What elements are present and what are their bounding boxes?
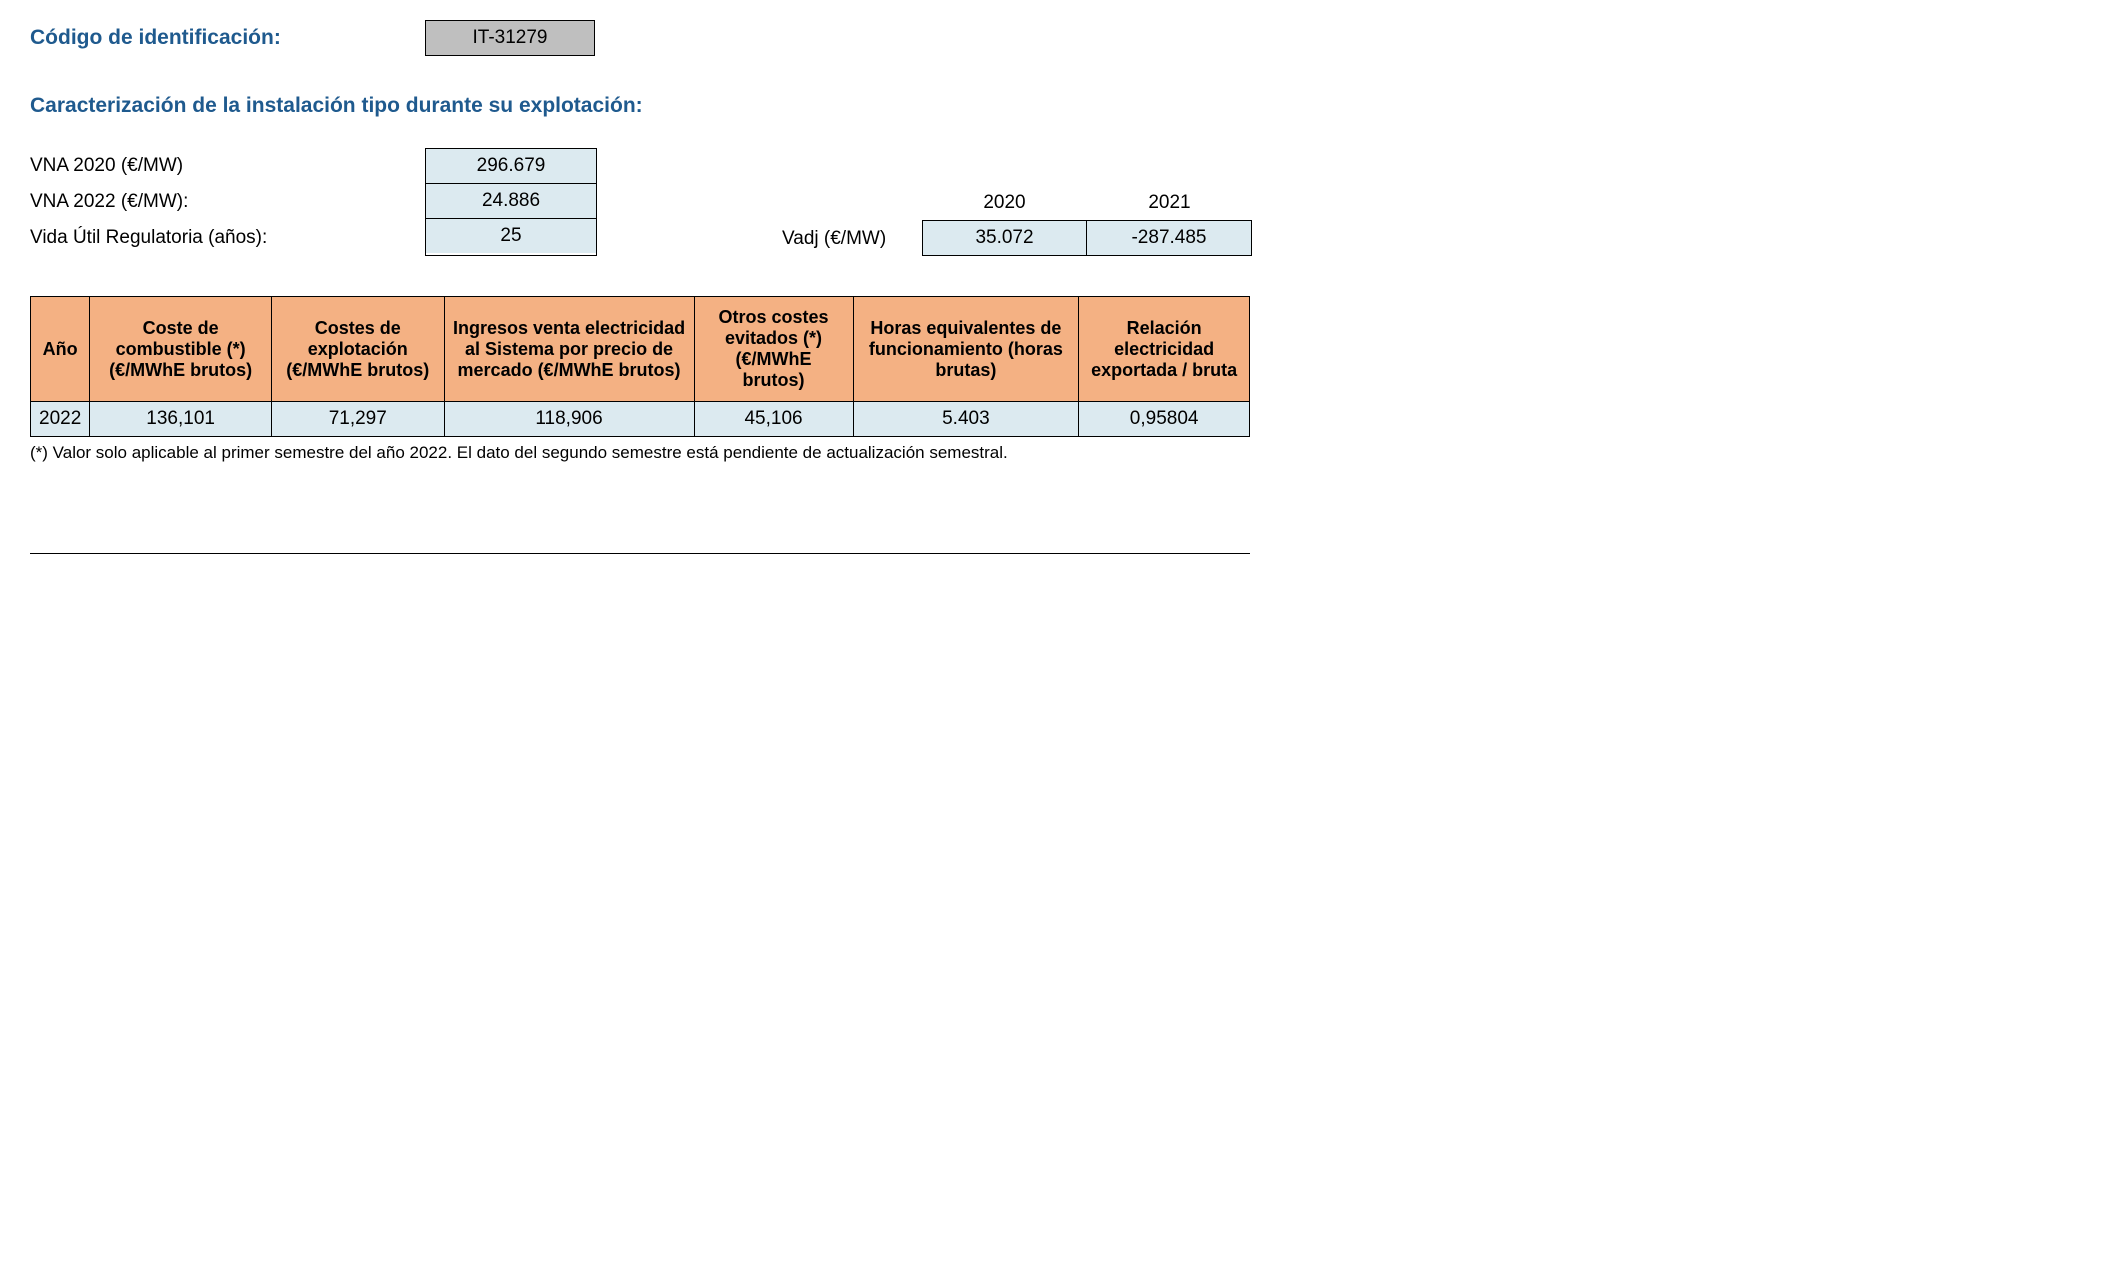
vadj-col-2020: 2020 35.072 <box>922 186 1087 256</box>
cell-export-ratio: 0,95804 <box>1079 402 1250 437</box>
param-label-vida-util: Vida Útil Regulatoria (años): <box>30 220 425 256</box>
vadj-col-2021: 2021 -287.485 <box>1087 186 1252 256</box>
vadj-year-2021: 2021 <box>1087 186 1252 220</box>
cell-year: 2022 <box>31 402 90 437</box>
vadj-value-2021: -287.485 <box>1087 220 1252 256</box>
cell-equiv-hours: 5.403 <box>853 402 1079 437</box>
param-value-vna2022: 24.886 <box>426 184 596 219</box>
table-footnote: (*) Valor solo aplicable al primer semes… <box>30 443 2096 463</box>
characterization-title: Caracterización de la instalación tipo d… <box>30 94 2096 118</box>
table-row: 2022 136,101 71,297 118,906 45,106 5.403… <box>31 402 1250 437</box>
col-equiv-hours: Horas equivalentes de funcionamiento (ho… <box>853 297 1079 402</box>
parameter-values: 296.679 24.886 25 <box>425 148 597 256</box>
col-income: Ingresos venta electricidad al Sistema p… <box>444 297 694 402</box>
cell-operating-cost: 71,297 <box>272 402 445 437</box>
param-label-vna2020: VNA 2020 (€/MW) <box>30 148 425 184</box>
parameter-labels: VNA 2020 (€/MW) VNA 2022 (€/MW): Vida Út… <box>30 148 425 256</box>
identification-row: Código de identificación: IT-31279 <box>30 20 2096 56</box>
cell-fuel-cost: 136,101 <box>90 402 272 437</box>
parameters-block: VNA 2020 (€/MW) VNA 2022 (€/MW): Vida Út… <box>30 148 2096 256</box>
vadj-label: Vadj (€/MW) <box>782 222 922 256</box>
vadj-columns: 2020 35.072 2021 -287.485 <box>922 186 1252 256</box>
col-fuel-cost: Coste de combustible (*) (€/MWhE brutos) <box>90 297 272 402</box>
param-value-vida-util: 25 <box>426 219 596 253</box>
cell-avoided-costs: 45,106 <box>694 402 853 437</box>
vadj-value-2020: 35.072 <box>922 220 1087 256</box>
col-operating-cost: Costes de explotación (€/MWhE brutos) <box>272 297 445 402</box>
id-value-box: IT-31279 <box>425 20 595 56</box>
vadj-area: Vadj (€/MW) 2020 35.072 2021 -287.485 <box>782 148 1252 256</box>
main-data-table: Año Coste de combustible (*) (€/MWhE bru… <box>30 296 1250 437</box>
col-year: Año <box>31 297 90 402</box>
vadj-year-2020: 2020 <box>922 186 1087 220</box>
param-label-vna2022: VNA 2022 (€/MW): <box>30 184 425 220</box>
table-header-row: Año Coste de combustible (*) (€/MWhE bru… <box>31 297 1250 402</box>
col-avoided-costs: Otros costes evitados (*) (€/MWhE brutos… <box>694 297 853 402</box>
divider-line <box>30 553 1250 554</box>
col-export-ratio: Relación electricidad exportada / bruta <box>1079 297 1250 402</box>
cell-income: 118,906 <box>444 402 694 437</box>
id-label: Código de identificación: <box>30 26 425 50</box>
param-value-vna2020: 296.679 <box>426 149 596 184</box>
